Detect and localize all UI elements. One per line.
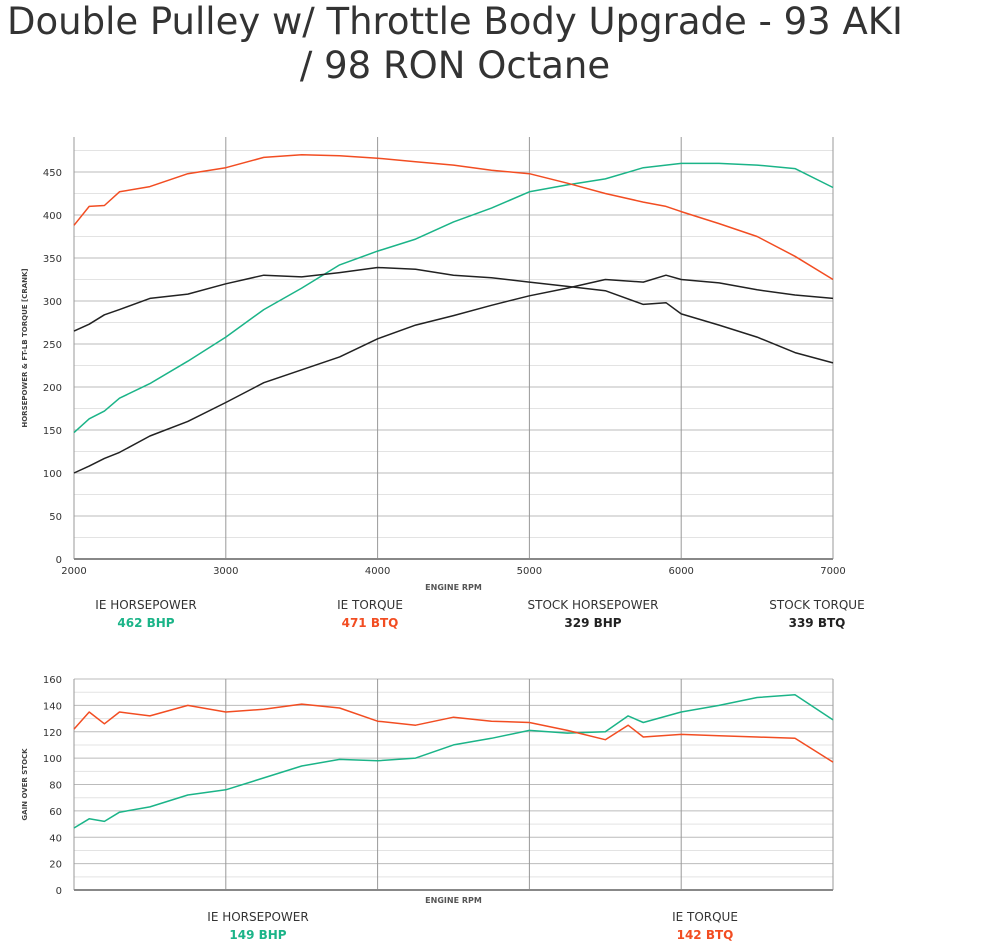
title-line-1: Double Pulley w/ Throttle Body Upgrade -… [7, 0, 903, 43]
y-axis-label: HORSEPOWER & FT-LB TORQUE [CRANK] [21, 268, 29, 427]
legend-label: IE HORSEPOWER [95, 598, 197, 612]
y-tick-label: 120 [43, 728, 62, 739]
y-tick-label: 160 [43, 675, 62, 686]
legend-value: 329 BHP [564, 616, 622, 630]
series-line-ie-torque [73, 154, 834, 281]
series-line-ie-horsepower [73, 694, 834, 829]
legend-value: 142 BTQ [676, 928, 734, 942]
legend-label: IE TORQUE [337, 598, 403, 612]
series-line-stock-horsepower [73, 274, 834, 474]
x-tick-label: 5000 [517, 566, 542, 577]
y-tick-label: 100 [43, 469, 62, 480]
legend-value: 339 BTQ [788, 616, 846, 630]
x-axis-label: ENGINE RPM [425, 896, 482, 905]
y-tick-label: 450 [43, 168, 62, 179]
legend-item: STOCK HORSEPOWER 329 BHP [503, 598, 683, 630]
legend-label: IE TORQUE [672, 910, 738, 924]
y-tick-label: 60 [49, 807, 62, 818]
page-title: Double Pulley w/ Throttle Body Upgrade -… [0, 0, 910, 88]
y-tick-label: 20 [49, 860, 62, 871]
x-tick-label: 2000 [61, 566, 86, 577]
y-tick-label: 150 [43, 426, 62, 437]
y-tick-label: 250 [43, 340, 62, 351]
y-tick-label: 80 [49, 781, 62, 792]
x-tick-label: 4000 [365, 566, 390, 577]
legend-label: STOCK HORSEPOWER [527, 598, 659, 612]
series-line-ie-horsepower [73, 162, 834, 434]
y-tick-label: 400 [43, 211, 62, 222]
legend-item: IE TORQUE 142 BTQ [615, 910, 795, 942]
legend-value: 471 BTQ [341, 616, 399, 630]
y-tick-label: 200 [43, 383, 62, 394]
legend-label: IE HORSEPOWER [207, 910, 309, 924]
x-tick-label: 6000 [668, 566, 693, 577]
legend-label: STOCK TORQUE [769, 598, 865, 612]
y-tick-label: 50 [49, 512, 62, 523]
legend-value: 462 BHP [117, 616, 175, 630]
legend-item: STOCK TORQUE 339 BTQ [727, 598, 907, 630]
y-tick-label: 40 [49, 833, 62, 844]
legend-item: IE TORQUE 471 BTQ [280, 598, 460, 630]
y-tick-label: 100 [43, 754, 62, 765]
title-line-2: / 98 RON Octane [299, 44, 611, 87]
x-tick-label: 3000 [213, 566, 238, 577]
series-line-stock-torque [73, 266, 834, 364]
series-line-ie-torque [73, 703, 834, 763]
legend-item: IE HORSEPOWER 149 BHP [168, 910, 348, 942]
x-axis-label: ENGINE RPM [425, 583, 482, 592]
legend-item: IE HORSEPOWER 462 BHP [56, 598, 236, 630]
y-tick-label: 0 [56, 886, 62, 897]
legend-value: 149 BHP [229, 928, 287, 942]
y-tick-label: 350 [43, 254, 62, 265]
y-tick-label: 300 [43, 297, 62, 308]
y-axis-label: GAIN OVER STOCK [21, 748, 29, 821]
y-tick-label: 0 [56, 555, 62, 566]
y-tick-label: 140 [43, 701, 62, 712]
x-tick-label: 7000 [820, 566, 845, 577]
